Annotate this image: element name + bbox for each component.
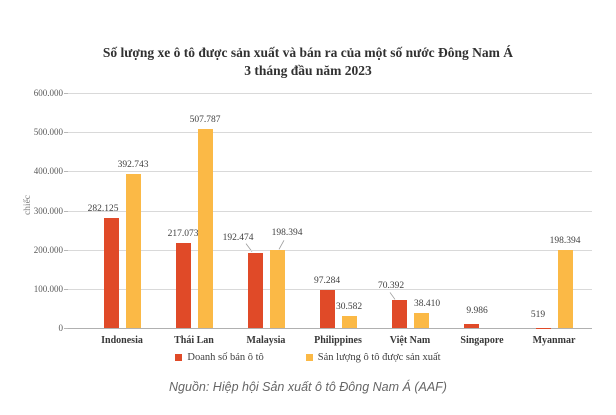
y-tick-label: 400.000 [33, 166, 63, 177]
legend-label-produced: Sản lượng ô tô được sản xuất [317, 352, 441, 363]
legend: Doanh số bán ô tô Sản lượng ô tô được sả… [0, 352, 616, 363]
bar-value-label: 507.787 [189, 115, 221, 126]
bar-produced [125, 174, 141, 328]
category-label: Singapore [460, 335, 504, 346]
category-label: Indonesia [101, 335, 143, 346]
chart-title-line2: 3 tháng đầu năm 2023 [244, 63, 372, 78]
bar-value-label: 198.394 [271, 228, 303, 239]
gridline [68, 210, 592, 212]
legend-marker-produced [305, 354, 313, 361]
bar-sold [319, 289, 335, 328]
bar-sold [247, 252, 263, 328]
y-axis-tickmark [64, 249, 68, 251]
y-axis-tickmark [64, 132, 68, 134]
gridline [68, 132, 592, 134]
category-label: Việt Nam [389, 335, 431, 346]
bar-sold [175, 242, 191, 328]
y-tick-label: 100.000 [33, 283, 63, 294]
bar-produced [557, 250, 573, 328]
bar-value-label: 38.410 [413, 298, 441, 309]
bar-produced [341, 316, 357, 328]
category-label: Myanmar [532, 335, 576, 346]
y-tick-label: 300.000 [33, 205, 63, 216]
y-axis-tickmark [64, 288, 68, 290]
legend-label-sold: Doanh số bán ô tô [187, 352, 264, 363]
bar-value-label: 9.986 [466, 306, 488, 317]
bar-sold [463, 324, 479, 328]
bar-value-label: 70.392 [377, 281, 405, 292]
legend-marker-sold [175, 354, 183, 361]
bar-value-label: 192.474 [222, 232, 254, 243]
bar-produced [269, 250, 285, 328]
y-axis-tickmark [64, 171, 68, 173]
bar-value-label: 282.125 [87, 203, 119, 214]
category-label: Malaysia [246, 335, 286, 346]
category-label: Philippines [314, 335, 362, 346]
bar-value-label: 519 [530, 309, 546, 320]
legend-item-sold: Doanh số bán ô tô [175, 352, 264, 363]
bar-value-label: 217.073 [167, 228, 199, 239]
y-tick-label: 200.000 [33, 244, 63, 255]
bar-value-label: 392.743 [117, 160, 149, 171]
bar-sold [391, 300, 407, 328]
source-caption: Nguồn: Hiệp hội Sản xuất ô tô Đông Nam Á… [169, 380, 447, 394]
gridline [68, 93, 592, 94]
bar-value-label: 198.394 [549, 236, 581, 247]
chart-title-line1: Số lượng xe ô tô được sản xuất và bán ra… [102, 45, 514, 60]
leader-line [278, 240, 285, 250]
bar-sold [103, 217, 119, 328]
y-tick-label: 0 [58, 323, 64, 333]
bar-value-label: 30.582 [335, 302, 363, 313]
chart-title: Số lượng xe ô tô được sản xuất và bán ra… [0, 44, 616, 80]
gridline [68, 328, 592, 329]
bar-value-label: 97.284 [313, 275, 341, 286]
y-axis-tickmark [64, 328, 68, 329]
bar-produced [197, 129, 213, 328]
y-tick-label: 500.000 [33, 127, 63, 138]
gridline [68, 288, 592, 290]
legend-item-produced: Sản lượng ô tô được sản xuất [305, 352, 441, 363]
bar-produced [413, 312, 429, 328]
leader-line [389, 292, 396, 300]
gridline [68, 249, 592, 251]
y-tick-label: 600.000 [33, 88, 63, 98]
gridline [68, 171, 592, 173]
category-label: Thái Lan [174, 335, 214, 346]
y-axis-tickmark [64, 93, 68, 94]
y-axis-tickmark [64, 210, 68, 212]
